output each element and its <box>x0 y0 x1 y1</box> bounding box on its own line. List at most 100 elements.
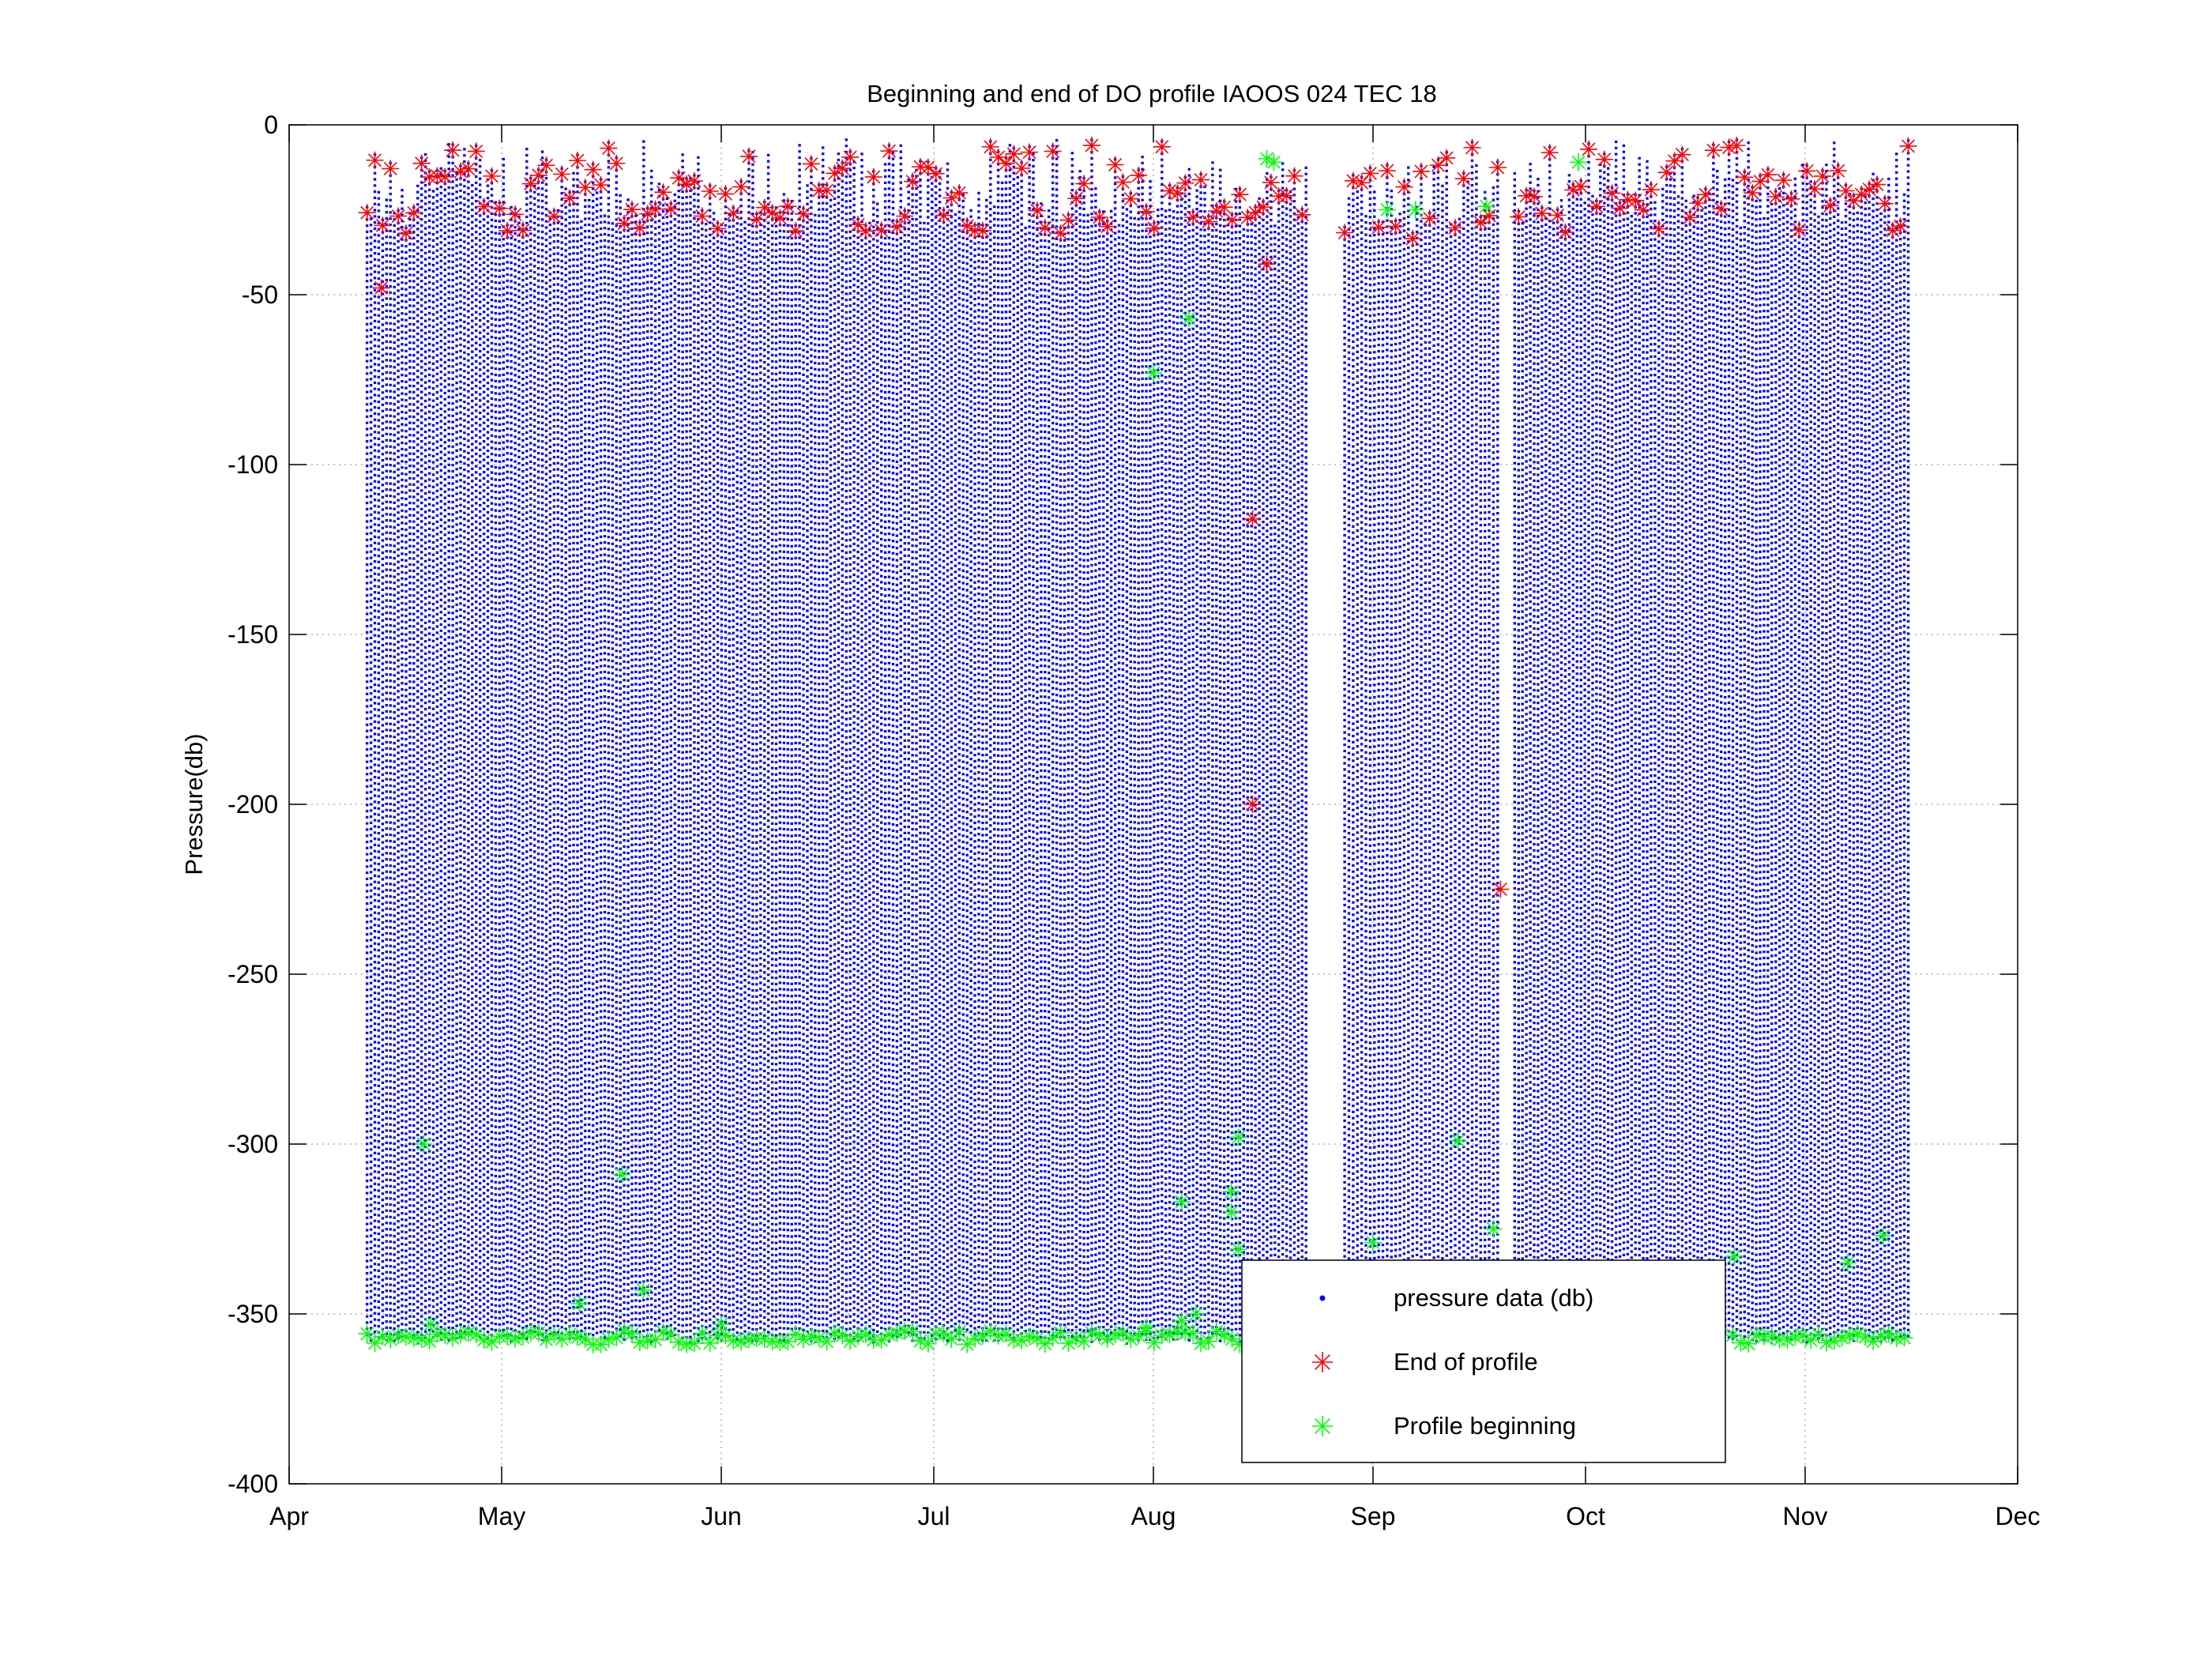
end-of-profile-point <box>1798 162 1816 180</box>
end-of-profile-point <box>1082 137 1100 155</box>
end-of-profile-point <box>1480 206 1499 224</box>
end-of-profile-point <box>1525 187 1543 205</box>
end-of-profile-point <box>1766 187 1785 205</box>
end-of-profile-point <box>1254 198 1272 216</box>
end-of-profile-point <box>1868 175 1887 194</box>
end-of-profile-point <box>1689 194 1707 213</box>
end-of-profile-point <box>553 165 571 183</box>
end-of-profile-point <box>685 172 703 190</box>
end-of-profile-point <box>1720 138 1738 156</box>
profile-beginning-point <box>608 1328 626 1346</box>
end-of-profile-point <box>1603 184 1621 202</box>
profile-beginning-outlier <box>1222 1203 1240 1221</box>
end-of-profile-point <box>1420 209 1439 228</box>
profile-beginning-point <box>1199 1332 1217 1350</box>
profile-beginning-point <box>919 1334 937 1353</box>
end-of-profile-point <box>576 179 594 197</box>
end-of-profile-point <box>1044 142 1062 160</box>
end-of-profile-point <box>795 205 813 223</box>
profile-beginning-point <box>810 1329 828 1347</box>
profile-beginning-outlier <box>1138 1319 1156 1337</box>
y-tick-label: 0 <box>264 111 278 139</box>
end-of-profile-point <box>747 210 766 228</box>
legend-end-asterisk <box>1312 1352 1333 1372</box>
profile-beginning-point <box>1732 1334 1750 1352</box>
end-of-profile-point <box>404 204 423 222</box>
end-of-profile-point <box>1075 175 1093 193</box>
profile-beginning-point <box>420 1332 438 1350</box>
end-of-profile-point <box>1891 217 1909 235</box>
end-of-profile-point <box>973 221 991 239</box>
end-of-profile-point <box>942 189 961 207</box>
x-tick-label: Jul <box>918 1502 950 1530</box>
end-of-profile-point <box>771 209 789 227</box>
y-tick-label: -300 <box>228 1130 278 1158</box>
end-of-profile-point <box>1114 173 1132 191</box>
y-tick-label: -250 <box>228 960 278 988</box>
profile-beginning-point <box>358 1325 376 1343</box>
profile-beginning-point <box>1841 1327 1859 1345</box>
end-of-profile-point <box>561 189 579 207</box>
end-of-profile-point <box>584 160 602 179</box>
profile-beginning-point <box>826 1324 844 1342</box>
profile-beginning-point <box>436 1326 454 1344</box>
profile-beginning-outlier <box>1364 1233 1382 1252</box>
end-of-profile-point <box>374 216 392 235</box>
profile-beginning-point <box>1161 1326 1179 1344</box>
end-of-profile-point <box>1837 182 1855 200</box>
end-of-profile-point <box>475 198 493 216</box>
profile-beginning-point <box>685 1334 703 1353</box>
y-axis-label: Pressure(db) <box>180 733 208 875</box>
end-of-profile-point <box>717 185 735 203</box>
end-of-profile-point <box>1067 190 1085 208</box>
end-of-profile-point <box>1153 137 1171 156</box>
profile-beginning-outlier <box>634 1281 653 1299</box>
profile-beginning-point <box>1786 1328 1804 1346</box>
profile-beginning-point <box>935 1325 953 1343</box>
end-of-profile-point <box>608 154 626 172</box>
profile-beginning-outlier <box>1484 1220 1503 1238</box>
profile-beginning-point <box>1895 1329 1913 1347</box>
profile-beginning-point <box>1044 1329 1062 1347</box>
end-of-profile-point <box>1681 209 1699 227</box>
end-of-profile-point <box>412 154 431 172</box>
end-of-profile-point <box>1619 190 1637 209</box>
profile-beginning-point <box>973 1327 991 1345</box>
end-of-profile-point <box>1386 217 1405 235</box>
profile-beginning-outlier <box>1265 153 1283 171</box>
end-of-profile-point <box>1829 162 1847 180</box>
end-of-profile-point <box>1098 217 1116 235</box>
x-tick-labels: Apr May Jun Jul Aug Sep Oct Nov Dec <box>269 1502 2040 1530</box>
end-of-profile-point <box>880 142 898 160</box>
end-of-profile-point <box>1106 156 1124 174</box>
end-of-profile-point <box>888 218 906 236</box>
end-of-profile-point <box>498 222 517 240</box>
end-of-profile-point <box>1673 145 1691 164</box>
end-of-profile-point <box>1463 138 1481 156</box>
end-of-profile-point <box>787 222 805 240</box>
profile-beginning-point <box>506 1330 525 1348</box>
profile-beginning-point <box>849 1327 867 1346</box>
profile-beginning-point <box>670 1333 688 1351</box>
end-of-profile-point <box>1454 170 1473 188</box>
end-of-profile-point <box>1090 208 1108 226</box>
profile-beginning-outlier <box>613 1165 631 1184</box>
end-of-profile-point <box>950 184 969 202</box>
profile-beginning-point <box>1184 1324 1202 1342</box>
legend-marker-end <box>1312 1352 1333 1372</box>
end-of-profile-point <box>872 221 890 239</box>
profile-beginning-outlier <box>1477 198 1495 216</box>
end-of-profile-point <box>506 205 525 224</box>
end-of-profile-point <box>1005 145 1023 163</box>
end-of-profile-point <box>452 163 470 181</box>
profile-beginning-outlier <box>1229 1128 1247 1146</box>
end-of-profile-point <box>864 168 882 186</box>
profile-beginning-outlier <box>1570 153 1588 171</box>
profile-beginning-outlier <box>1874 1227 1892 1245</box>
profile-beginning-point <box>1059 1334 1078 1352</box>
profile-beginning-point <box>529 1323 547 1342</box>
end-of-profile-point <box>1138 202 1156 220</box>
end-of-profile-point <box>1564 181 1582 199</box>
chart-title: Beginning and end of DO profile IAOOS 02… <box>867 80 1436 107</box>
profile-beginning-point <box>818 1332 836 1350</box>
